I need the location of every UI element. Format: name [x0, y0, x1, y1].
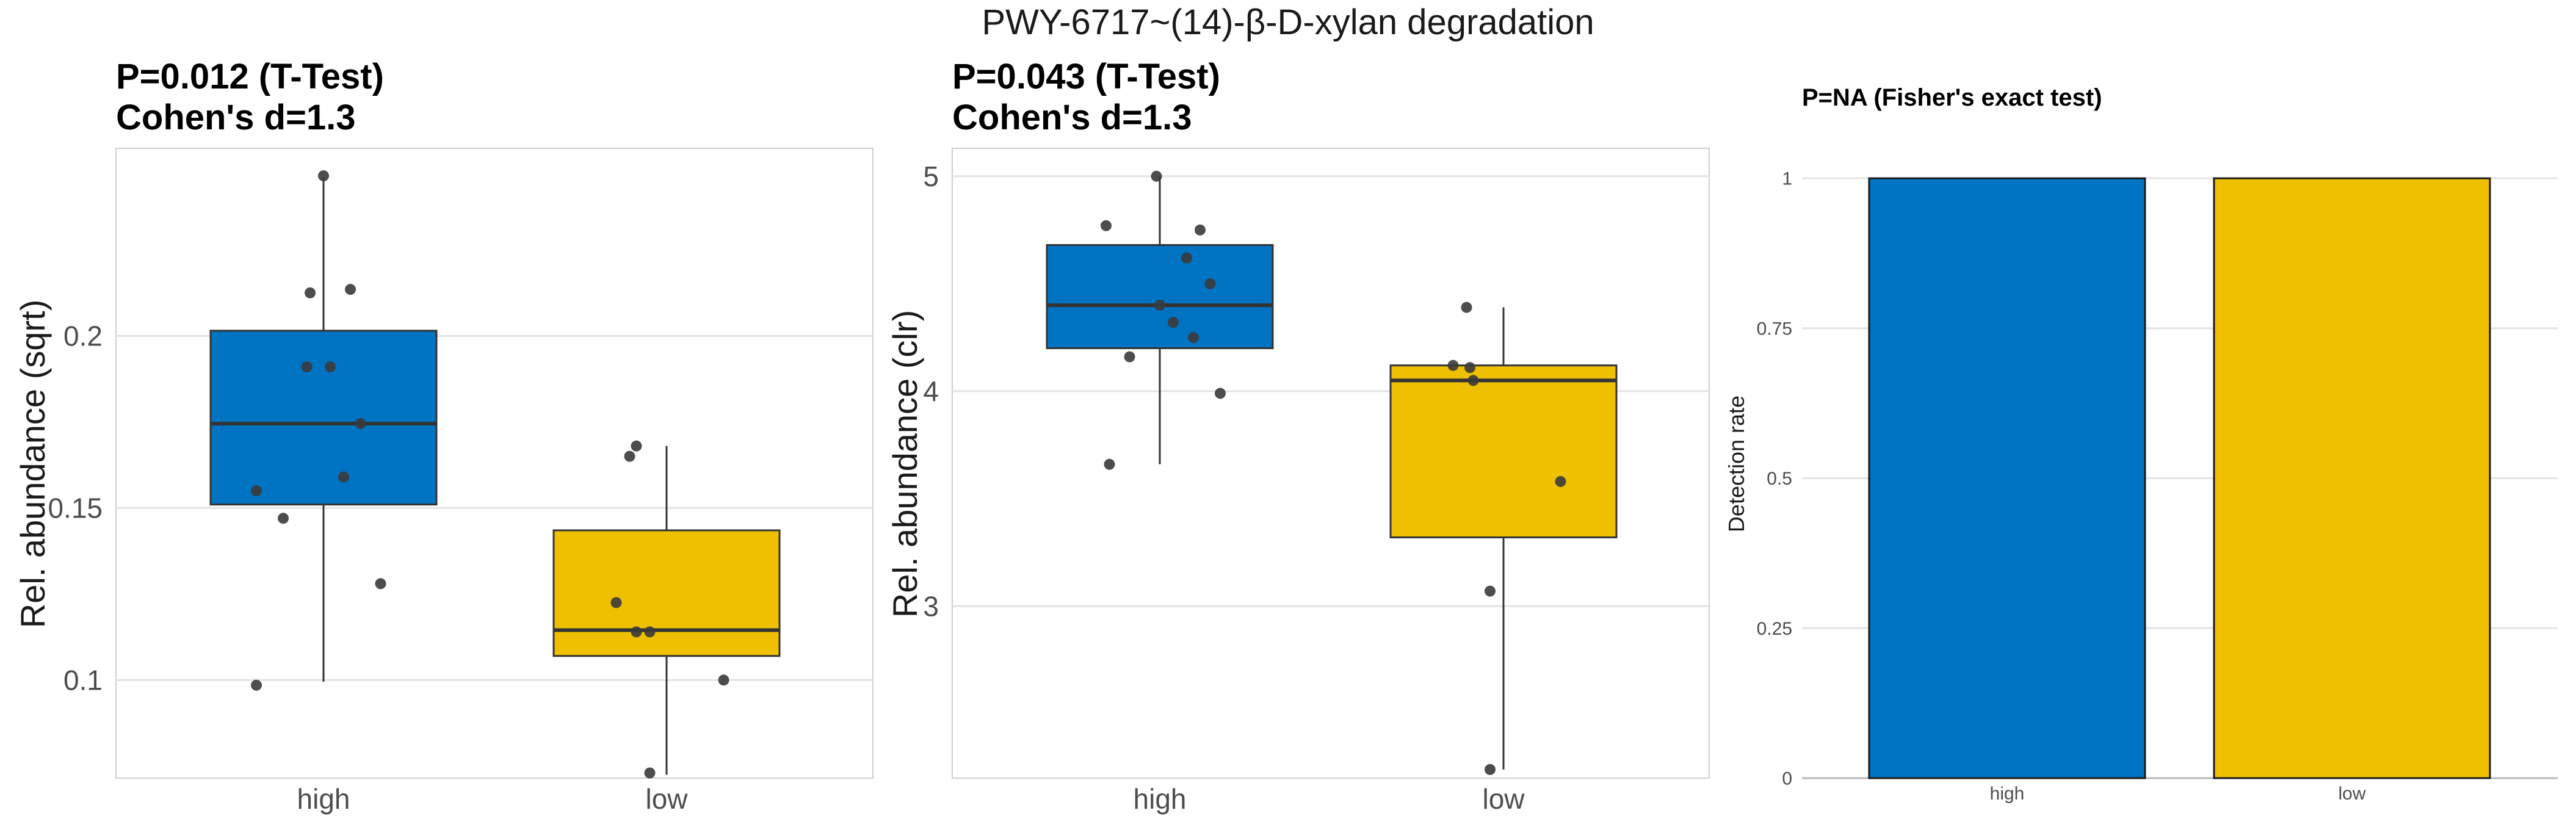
data-point-high — [1124, 351, 1135, 363]
data-point-low — [631, 626, 642, 638]
plot-frame — [952, 148, 1710, 779]
box-high — [209, 330, 438, 506]
x-tick-label-high: high — [1990, 784, 2025, 804]
data-point-high — [338, 471, 349, 483]
data-point-high — [1154, 300, 1165, 311]
x-tick-label-low: low — [2338, 784, 2365, 804]
data-point-high — [251, 485, 262, 497]
data-point-high — [375, 578, 386, 590]
panel-2-title-line2: Cohen's d=1.3 — [952, 98, 1192, 137]
x-tick-label-low: low — [1482, 783, 1525, 815]
panel-1-title-line1: P=0.012 (T-Test) — [116, 57, 384, 96]
y-tick-label: 3 — [923, 590, 939, 622]
figure-title: PWY-6717~(14)-β-D-xylan degradation — [982, 2, 1594, 42]
data-point-low — [644, 767, 656, 779]
data-point-low — [1485, 763, 1496, 775]
y-tick-label: 5 — [923, 161, 939, 192]
data-point-high — [1151, 170, 1162, 182]
data-point-high — [1101, 220, 1112, 231]
data-point-high — [301, 361, 313, 373]
panel-1-y-axis-label: Rel. abundance (sqrt) — [13, 300, 52, 629]
panel-3-detection-barplot: P=NA (Fisher's exact test) Detection rat… — [1724, 84, 2558, 804]
y-tick-label: 0.2 — [63, 320, 103, 352]
y-tick-label: 0.25 — [1757, 619, 1792, 639]
panel-1-title-line2: Cohen's d=1.3 — [116, 98, 356, 137]
panel-2-clr-boxplot: P=0.043 (T-Test) Cohen's d=1.3 Rel. abun… — [886, 57, 1710, 815]
x-tick-label-low: low — [645, 783, 688, 815]
panel-2-title-line1: P=0.043 (T-Test) — [952, 57, 1220, 96]
y-tick-label: 0.5 — [1767, 469, 1792, 489]
data-point-low — [1464, 362, 1475, 374]
data-point-high — [1188, 331, 1199, 343]
y-tick-label: 0 — [1782, 769, 1792, 789]
panel-1-sqrt-boxplot: P=0.012 (T-Test) Cohen's d=1.3 Rel. abun… — [13, 57, 874, 815]
data-point-high — [1104, 458, 1115, 470]
data-point-high — [251, 679, 262, 691]
data-point-low — [1461, 301, 1472, 313]
y-tick-label: 0.75 — [1757, 319, 1792, 339]
data-point-low — [1467, 375, 1479, 386]
data-point-low — [644, 626, 656, 638]
data-point-high — [318, 170, 329, 182]
data-point-high — [325, 361, 336, 373]
data-point-high — [355, 418, 366, 430]
data-point-low — [1447, 359, 1459, 371]
plot-frame — [115, 148, 874, 779]
panel-3-y-axis-label: Detection rate — [1724, 395, 1749, 532]
data-point-high — [1204, 278, 1216, 289]
box-high — [1046, 244, 1274, 350]
bar-low — [2213, 177, 2491, 779]
box-low — [1389, 364, 1618, 539]
data-point-low — [718, 674, 729, 686]
y-tick-label: 0.15 — [48, 492, 103, 524]
x-tick-label-high: high — [297, 783, 350, 815]
y-tick-label: 4 — [923, 375, 939, 407]
data-point-low — [610, 597, 622, 608]
bar-high — [1868, 177, 2146, 779]
data-point-low — [631, 440, 642, 452]
box-low — [552, 529, 781, 657]
panel-3-title: P=NA (Fisher's exact test) — [1802, 84, 2102, 111]
data-point-high — [1195, 224, 1206, 236]
x-tick-label-high: high — [1134, 783, 1187, 815]
data-point-low — [1485, 585, 1496, 597]
panel-2-y-axis-label: Rel. abundance (clr) — [886, 310, 924, 618]
data-point-low — [624, 450, 635, 462]
data-point-high — [1168, 317, 1179, 328]
data-point-high — [1181, 252, 1192, 264]
data-point-low — [1555, 475, 1566, 487]
data-point-high — [345, 284, 356, 295]
y-tick-label: 1 — [1782, 169, 1792, 189]
data-point-high — [1215, 388, 1226, 399]
data-point-high — [278, 513, 289, 524]
y-tick-label: 0.1 — [63, 664, 103, 696]
data-point-high — [305, 287, 316, 298]
